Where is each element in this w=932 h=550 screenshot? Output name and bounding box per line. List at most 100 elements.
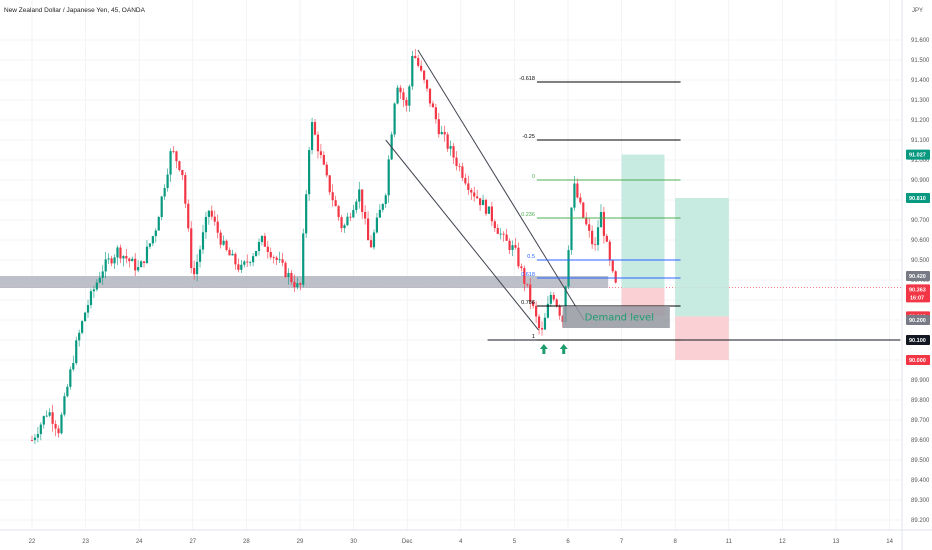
candle-body: [296, 283, 299, 288]
candle-body: [552, 294, 555, 300]
candle-body: [499, 233, 502, 235]
candle-body: [546, 303, 549, 318]
candle-body: [449, 146, 452, 149]
candle-body: [473, 192, 476, 197]
candle-body: [588, 224, 591, 231]
candle-body: [549, 294, 552, 304]
candle-body: [535, 305, 538, 317]
symbol-title: New Zealand Dollar / Japanese Yen, 45, O…: [4, 7, 146, 14]
demand-zone-label: Demand level: [585, 313, 654, 324]
candle-body: [593, 244, 597, 246]
x-tick-label: Dec: [402, 539, 413, 545]
y-tick-label: 89.400: [911, 478, 930, 484]
candle-body: [555, 299, 558, 307]
candle-body: [278, 259, 281, 261]
y-tick-label: 89.200: [911, 518, 930, 524]
x-tick-label: 11: [726, 539, 733, 545]
fib-level-label: 1: [532, 334, 535, 340]
candle-body: [425, 79, 429, 89]
candle-body: [558, 306, 561, 316]
candle-body: [440, 132, 443, 135]
candle-body: [81, 321, 84, 333]
x-axis[interactable]: 22 23 24 27 28 29 30 Dec 4 5 6 7 8 11 12 13 14: [29, 539, 894, 545]
candle-body: [69, 369, 72, 387]
candle-body: [517, 247, 520, 267]
candle-body: [567, 250, 570, 287]
candle-body: [234, 253, 237, 265]
candle-body: [384, 195, 387, 205]
price-badge: [906, 149, 930, 160]
x-tick-label: 13: [833, 539, 840, 545]
candle-body: [86, 305, 90, 313]
x-tick-label: 29: [297, 539, 304, 545]
candle-body: [83, 312, 87, 322]
candle-body: [514, 245, 517, 248]
candle-body: [169, 151, 172, 175]
candle-body: [502, 233, 505, 235]
candle-body: [393, 103, 396, 135]
candle-body: [310, 122, 314, 151]
x-tick-label: 7: [620, 539, 624, 545]
price-badge-label: 91.027: [909, 153, 926, 159]
candle-body: [396, 87, 399, 104]
x-tick-label: 4: [459, 539, 463, 545]
candle-body: [614, 271, 617, 283]
candle-body: [193, 268, 196, 275]
candle-body: [39, 424, 42, 435]
overlays-layer: -0.618 -0.25 0 0.236 0.5 0.618 0.786 1 Demand le…: [385, 49, 901, 354]
candle-body: [455, 157, 458, 166]
candle-body: [181, 170, 184, 176]
candle-body: [316, 134, 320, 152]
candle-body: [337, 206, 340, 218]
candle-body: [364, 211, 367, 219]
price-badge-label: 90.000: [909, 358, 926, 364]
x-tick-label: 27: [189, 539, 196, 545]
candle-body: [369, 240, 373, 248]
candle-body: [187, 203, 190, 229]
candle-body: [481, 199, 485, 206]
up-arrow-icon: [559, 344, 568, 354]
candle-body: [340, 217, 343, 229]
candle-body: [257, 241, 261, 252]
candle-body: [122, 255, 125, 259]
candle-body: [128, 258, 131, 262]
candle-body: [98, 277, 101, 283]
long-position-target-1: [675, 198, 729, 317]
candle-body: [526, 283, 529, 285]
candle-body: [325, 164, 328, 176]
y-tick-label: 89.900: [911, 378, 930, 384]
x-tick-label: 5: [513, 539, 517, 545]
y-tick-label: 89.300: [911, 498, 930, 504]
candle-body: [596, 227, 600, 245]
candle-body: [228, 249, 231, 256]
candle-body: [254, 251, 258, 257]
candle-body: [137, 267, 140, 271]
candle-body: [414, 55, 417, 58]
candle-body: [75, 340, 78, 364]
candle-body: [290, 272, 293, 283]
candle-body: [30, 440, 34, 441]
y-tick-label: 91.100: [911, 138, 930, 144]
y-axis[interactable]: 91.600 91.500 91.400 91.300 91.200 91.100 91.0…: [906, 38, 930, 524]
candle-body: [437, 119, 440, 135]
candle-body: [231, 253, 234, 256]
candle-body: [358, 189, 361, 202]
y-tick-label: 89.700: [911, 418, 930, 424]
candle-body: [405, 99, 408, 106]
candle-body: [381, 204, 384, 210]
candle-body: [343, 225, 346, 229]
currency-label[interactable]: JPY: [912, 8, 923, 14]
candle-body: [125, 255, 128, 259]
candle-body: [107, 258, 110, 260]
candle-body: [42, 416, 45, 425]
fib-level-label: -0.25: [522, 134, 535, 140]
candle-body: [334, 200, 337, 207]
candle-body: [478, 198, 482, 206]
candle-body: [464, 177, 467, 184]
fib-level-label: 0: [532, 174, 535, 180]
candle-body: [305, 194, 308, 234]
candle-body: [408, 86, 411, 106]
candle-body: [210, 210, 213, 217]
